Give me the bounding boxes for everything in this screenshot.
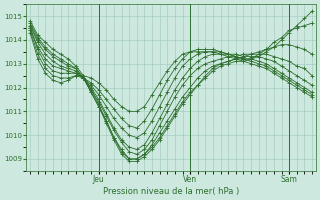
X-axis label: Pression niveau de la mer( hPa ): Pression niveau de la mer( hPa ) [103, 187, 239, 196]
